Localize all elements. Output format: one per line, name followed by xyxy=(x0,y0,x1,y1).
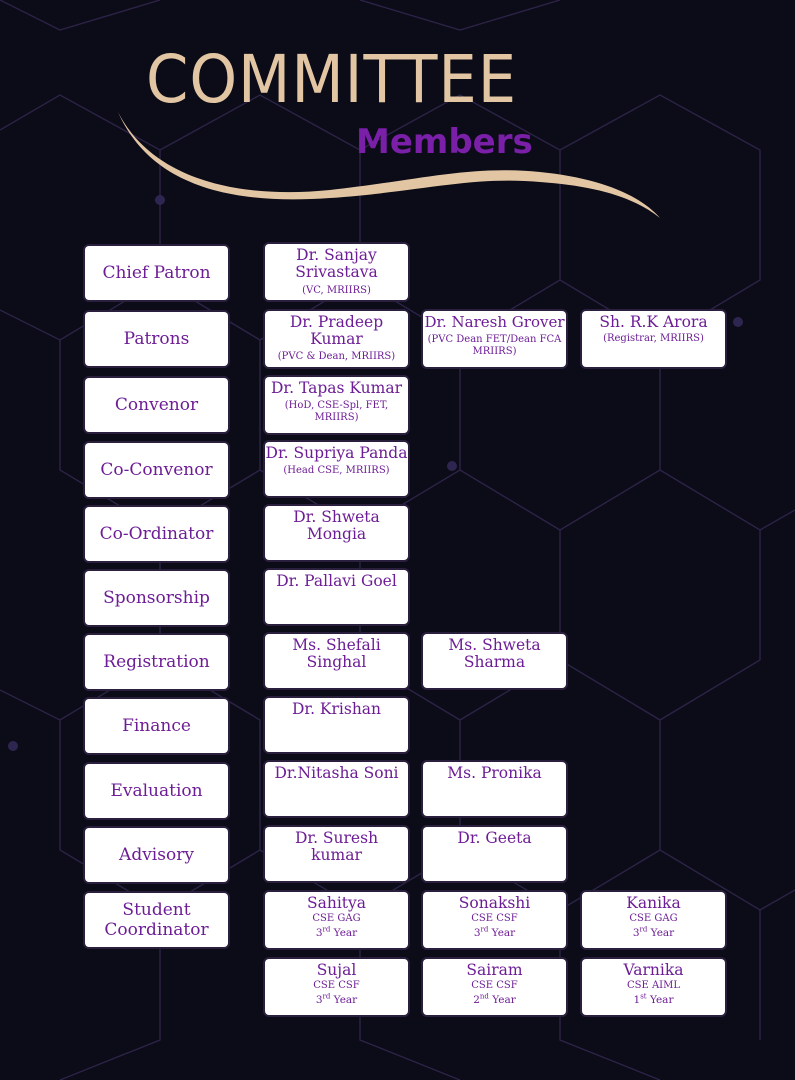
page-subtitle: Members xyxy=(356,122,533,162)
student-card: Sahitya CSE GAG 3rd Year xyxy=(265,892,408,948)
student-card: Kanika CSE GAG 3rd Year xyxy=(582,892,725,948)
role-label-student-coordinator: Student Coordinator xyxy=(85,893,228,947)
role-label-advisory: Advisory xyxy=(85,828,228,882)
student-name: Sahitya xyxy=(306,894,367,912)
member-name: Dr. Pallavi Goel xyxy=(276,572,397,590)
member-card: Dr. Pallavi Goel xyxy=(265,570,408,624)
member-card: Ms. Shefali Singhal xyxy=(265,634,408,688)
member-name: Ms. Shweta Sharma xyxy=(448,636,541,671)
member-name: Dr. Krishan xyxy=(291,700,382,718)
student-year: 1st Year xyxy=(633,992,674,1006)
student-name: Sonakshi xyxy=(458,894,531,912)
role-label-co-convenor: Co-Convenor xyxy=(85,443,228,497)
role-label-registration: Registration xyxy=(85,635,228,689)
member-designation: (HoD, CSE-Spl, FET, MRIIRS) xyxy=(284,400,389,423)
student-year: 3rd Year xyxy=(473,925,516,939)
member-designation: (Registrar, MRIIRS) xyxy=(603,333,704,344)
member-name: Dr. Supriya Panda xyxy=(265,444,408,462)
member-designation: (VC, MRIIRS) xyxy=(302,285,371,296)
member-card: Sh. R.K Arora (Registrar, MRIIRS) xyxy=(582,311,725,367)
student-year: 3rd Year xyxy=(315,925,358,939)
role-label-co-ordinator: Co-Ordinator xyxy=(85,507,228,561)
role-label-patrons: Patrons xyxy=(85,312,228,366)
student-card: Sairam CSE CSF 2nd Year xyxy=(423,959,566,1015)
student-card: Varnika CSE AIML 1st Year xyxy=(582,959,725,1015)
member-name: Dr. Suresh kumar xyxy=(294,829,379,864)
member-name: Ms. Shefali Singhal xyxy=(292,636,381,671)
student-name: Varnika xyxy=(623,961,684,979)
role-label-finance: Finance xyxy=(85,699,228,753)
student-department: CSE CSF xyxy=(313,980,360,991)
member-card: Dr. Supriya Panda (Head CSE, MRIIRS) xyxy=(265,442,408,496)
member-card: Dr. Tapas Kumar (HoD, CSE-Spl, FET, MRII… xyxy=(265,377,408,433)
member-card: Dr.Nitasha Soni xyxy=(265,762,408,816)
student-department: CSE GAG xyxy=(629,913,678,924)
member-name: Dr. Tapas Kumar xyxy=(271,379,402,397)
member-designation: (Head CSE, MRIIRS) xyxy=(283,465,390,476)
member-name: Dr. Pradeep Kumar xyxy=(289,313,384,348)
student-name: Kanika xyxy=(626,894,681,912)
student-department: CSE CSF xyxy=(471,980,518,991)
student-name: Sujal xyxy=(316,961,357,979)
member-name: Sh. R.K Arora xyxy=(599,313,708,331)
member-card: Ms. Pronika xyxy=(423,762,566,816)
student-department: CSE CSF xyxy=(471,913,518,924)
student-card: Sujal CSE CSF 3rd Year xyxy=(265,959,408,1015)
student-department: CSE GAG xyxy=(312,913,361,924)
student-name: Sairam xyxy=(466,961,523,979)
role-label-evaluation: Evaluation xyxy=(85,764,228,818)
member-designation: (PVC & Dean, MRIIRS) xyxy=(277,351,396,362)
decorative-swoosh xyxy=(118,112,660,218)
member-card: Dr. Sanjay Srivastava (VC, MRIIRS) xyxy=(265,244,408,300)
student-year: 2nd Year xyxy=(473,992,516,1006)
student-year: 3rd Year xyxy=(315,992,358,1006)
student-department: CSE AIML xyxy=(626,980,681,991)
member-card: Ms. Shweta Sharma xyxy=(423,634,566,688)
role-label-chief-patron: Chief Patron xyxy=(85,246,228,300)
member-name: Dr.Nitasha Soni xyxy=(274,764,399,782)
member-card: Dr. Geeta xyxy=(423,827,566,881)
member-card: Dr. Krishan xyxy=(265,698,408,752)
member-designation: (PVC Dean FET/Dean FCA MRIIRS) xyxy=(427,334,562,357)
page-title: COMMITTEE xyxy=(146,41,518,118)
role-label-convenor: Convenor xyxy=(85,378,228,432)
member-name: Dr. Naresh Grover xyxy=(424,313,565,331)
student-card: Sonakshi CSE CSF 3rd Year xyxy=(423,892,566,948)
student-year: 3rd Year xyxy=(632,925,675,939)
member-name: Dr. Shweta Mongia xyxy=(293,508,380,543)
member-card: Dr. Suresh kumar xyxy=(265,827,408,881)
member-card: Dr. Naresh Grover (PVC Dean FET/Dean FCA… xyxy=(423,311,566,367)
member-name: Dr. Sanjay Srivastava xyxy=(295,246,378,281)
member-card: Dr. Pradeep Kumar (PVC & Dean, MRIIRS) xyxy=(265,311,408,367)
role-label-sponsorship: Sponsorship xyxy=(85,571,228,625)
member-name: Dr. Geeta xyxy=(457,829,532,847)
member-name: Ms. Pronika xyxy=(447,764,542,782)
member-card: Dr. Shweta Mongia xyxy=(265,506,408,560)
